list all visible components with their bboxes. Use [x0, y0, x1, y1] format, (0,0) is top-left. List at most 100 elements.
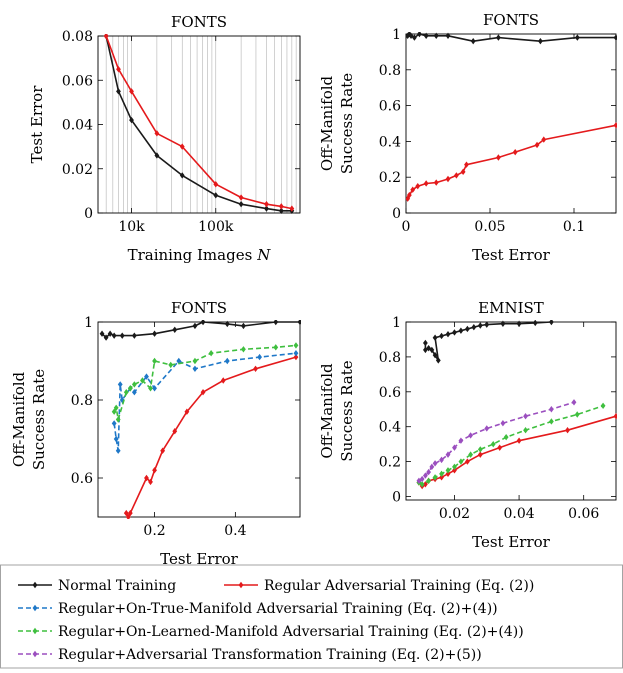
- data-point: [423, 180, 429, 187]
- data-point: [468, 451, 474, 458]
- data-point: [278, 207, 284, 214]
- panel-3: 0.2 0.4 0.6 0.8 1 FONTS Test Error Off-Manifold…: [10, 299, 301, 568]
- data-point: [241, 346, 246, 353]
- data-point: [129, 88, 134, 95]
- data-point: [532, 320, 538, 327]
- data-point: [574, 411, 580, 418]
- data-point: [477, 451, 483, 458]
- data-point: [111, 408, 117, 415]
- x-tick-label: 0.4: [224, 523, 246, 539]
- data-point: [238, 194, 244, 201]
- data-point: [439, 456, 444, 464]
- data-point: [458, 327, 464, 334]
- panel-title: EMNIST: [478, 299, 544, 317]
- data-point: [200, 320, 206, 326]
- data-point: [293, 353, 299, 361]
- panel-title: FONTS: [171, 13, 227, 31]
- data-point: [429, 346, 435, 354]
- x-axis-label: Test Error: [472, 246, 551, 264]
- data-point: [516, 437, 522, 444]
- legend-item-normal: Normal Training: [18, 578, 176, 594]
- data-point: [224, 320, 230, 328]
- data-point: [115, 447, 121, 454]
- data-point: [432, 474, 438, 481]
- y-tick-label: 0.4: [379, 420, 401, 436]
- data-point: [464, 458, 470, 465]
- x-tick-label: 0: [402, 219, 411, 235]
- data-point: [523, 413, 528, 420]
- data-point: [460, 168, 466, 176]
- y-tick-label: 0: [392, 490, 401, 506]
- y-tick-label: 0.2: [379, 455, 401, 471]
- data-point: [154, 130, 160, 137]
- data-point: [144, 373, 149, 380]
- data-point: [574, 34, 580, 41]
- data-point: [484, 425, 490, 432]
- legend-marker: [32, 627, 38, 635]
- data-point: [123, 389, 129, 396]
- plot-frame: [97, 35, 301, 214]
- data-point: [123, 509, 129, 517]
- data-point: [571, 399, 577, 406]
- plot-frame: [97, 321, 301, 518]
- series-regular_adv: [103, 34, 295, 212]
- data-point: [257, 353, 262, 361]
- y-tick-label: 0.8: [71, 393, 93, 409]
- legend-frame: [0, 564, 623, 669]
- data-point: [410, 186, 416, 193]
- data-point: [406, 191, 412, 199]
- series-normal: [99, 320, 301, 341]
- data-point: [289, 205, 295, 212]
- data-point: [432, 351, 438, 359]
- data-point: [273, 320, 279, 326]
- data-point: [179, 143, 185, 150]
- data-point: [192, 365, 198, 372]
- data-point: [512, 148, 518, 156]
- data-point: [523, 426, 528, 434]
- series-line: [105, 35, 292, 212]
- data-point: [278, 203, 284, 210]
- data-point: [406, 195, 411, 202]
- data-point: [154, 152, 160, 159]
- data-point: [103, 34, 109, 40]
- data-point: [103, 334, 109, 341]
- data-point: [152, 357, 157, 365]
- series-transformation: [416, 399, 577, 485]
- y-tick-label: 0.06: [62, 73, 93, 89]
- x-tick-label: 10k: [118, 219, 145, 235]
- series-line: [105, 35, 292, 210]
- data-point: [412, 34, 417, 41]
- data-point: [273, 344, 279, 351]
- data-point: [470, 37, 476, 45]
- data-point: [144, 474, 149, 482]
- data-point: [152, 385, 157, 392]
- y-tick-label: 0: [392, 206, 401, 222]
- data-point: [113, 404, 119, 411]
- legend-label: Normal Training: [58, 578, 176, 594]
- panel-4: 0.02 0.04 0.06 0 0.2 0.4 0.6 0.8 1 EMNIST Test Err…: [318, 299, 617, 551]
- data-point: [613, 122, 617, 129]
- data-point: [192, 357, 198, 365]
- series-line: [406, 124, 617, 200]
- data-point: [152, 330, 157, 337]
- data-point: [445, 467, 451, 474]
- data-point: [220, 377, 226, 384]
- data-point: [548, 406, 554, 413]
- data-point: [500, 420, 506, 427]
- x-axis-label: Training Images N: [128, 246, 272, 264]
- data-point: [131, 389, 137, 396]
- data-point: [422, 339, 428, 347]
- data-point: [99, 330, 105, 337]
- y-axis-label: Test Error: [28, 85, 46, 164]
- series-line: [113, 352, 297, 452]
- data-point: [484, 321, 490, 328]
- data-point: [497, 444, 503, 451]
- data-point: [439, 474, 444, 481]
- x-tick-label: 0.1: [563, 219, 585, 235]
- data-point: [445, 470, 451, 478]
- data-point: [464, 325, 470, 333]
- y-tick-label: 1: [84, 315, 93, 331]
- legend-marker: [238, 581, 244, 589]
- series-regular_adv: [406, 122, 617, 202]
- data-point: [115, 416, 121, 423]
